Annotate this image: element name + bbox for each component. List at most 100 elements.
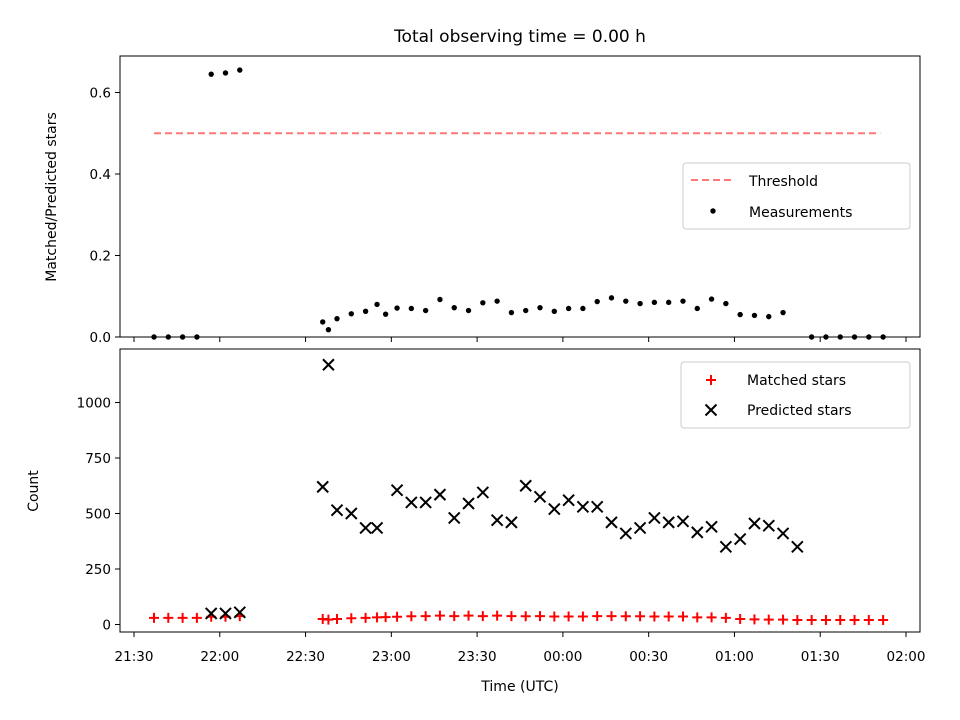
y-tick-label: 250 [85, 562, 111, 578]
x-tick-label: 23:30 [458, 649, 497, 665]
measurement-point [325, 326, 332, 333]
predicted-star-point [519, 479, 532, 492]
predicted-star-point [648, 511, 661, 525]
measurement-point [623, 298, 629, 304]
predicted-star-point [370, 521, 384, 535]
y-tick-label: 0.2 [90, 249, 111, 265]
measurement-point [208, 71, 214, 77]
matched-star-point [620, 611, 631, 622]
matched-star-point [835, 615, 846, 626]
matched-star-point [649, 611, 660, 622]
measurement-point [665, 299, 672, 306]
measurement-point [537, 304, 543, 311]
predicted-star-point [762, 519, 775, 532]
matched-star-point [177, 612, 188, 623]
matched-star-point [332, 613, 343, 624]
matched-star-point [372, 612, 383, 623]
y-tick-label: 0.0 [90, 330, 111, 346]
measurement-point [480, 300, 486, 306]
panel-1-frame [119, 55, 921, 338]
legend-box [680, 361, 911, 429]
predicted-star-point [359, 521, 372, 535]
matched-star-point [763, 614, 774, 625]
matched-star-point [792, 615, 803, 626]
matched-star-point [635, 611, 646, 622]
top-panel-y-axis-label: Matched/Predicted stars [44, 112, 60, 282]
measurement-point [580, 305, 586, 312]
measurement-point [680, 298, 686, 304]
matched-star-point [863, 615, 874, 626]
measurement-point [851, 334, 858, 340]
matched-star-point [663, 611, 674, 622]
top-panel-legend: Threshold Measurements [682, 162, 911, 230]
matched-star-point [163, 612, 174, 623]
x-tick-label: 01:00 [715, 649, 754, 665]
matched-star-point [778, 614, 789, 625]
measurement-point [394, 305, 400, 311]
legend-measurements-label: Measurements [749, 205, 852, 221]
matched-star-point [720, 612, 731, 623]
predicted-star-point [322, 358, 335, 371]
measurement-point [737, 311, 743, 318]
matched-star-point [420, 611, 431, 622]
legend-threshold-label: Threshold [748, 174, 818, 190]
predicted-star-point [448, 511, 461, 525]
legend-predicted-label: Predicted stars [747, 403, 852, 419]
predicted-star-point [462, 497, 475, 510]
matched-star-point [606, 611, 617, 622]
predicted-star-point [633, 521, 647, 535]
x-tick-label: 00:30 [629, 649, 668, 665]
measurement-point [780, 309, 786, 316]
measurement-point [362, 308, 369, 315]
chart-title: Total observing time = 0.00 h [393, 27, 646, 47]
matched-star-point [749, 614, 760, 625]
measurement-point [222, 70, 229, 76]
bottom-panel-legend: Matched stars Predicted stars [680, 361, 911, 429]
matched-star-point [520, 611, 531, 622]
predicted-star-point [676, 515, 690, 528]
legend-matched-label: Matched stars [747, 373, 846, 389]
predicted-star-point [691, 526, 704, 539]
predicted-star-point [330, 503, 344, 517]
matched-star-point [849, 615, 860, 626]
x-axis-label: Time (UTC) [480, 679, 558, 695]
measurement-point [823, 334, 829, 340]
matched-star-point [346, 613, 357, 624]
matched-star-point [706, 612, 717, 623]
measurement-point [651, 299, 658, 306]
predicted-star-point [619, 527, 633, 540]
predicted-star-point [705, 520, 718, 534]
predicted-star-point [548, 502, 561, 516]
predicted-star-point [433, 488, 447, 501]
predicted-star-point [590, 500, 604, 514]
measurement-point [151, 334, 157, 340]
predicted-star-point [562, 493, 575, 507]
legend-predicted-swatch [704, 403, 718, 417]
measurement-point [451, 304, 457, 311]
y-tick-label: 500 [85, 507, 111, 523]
measurement-point [565, 305, 572, 312]
panel-2-frame [119, 348, 921, 633]
y-tick-label: 1000 [77, 396, 111, 412]
measurement-point [508, 309, 515, 316]
matched-star-point [191, 612, 202, 623]
matched-star-point [820, 615, 831, 626]
measurement-point [751, 312, 758, 319]
matched-star-point [677, 611, 688, 622]
matched-star-point [577, 611, 588, 622]
x-tick-label: 22:00 [200, 649, 239, 665]
y-tick-label: 0.4 [90, 167, 111, 183]
x-tick-label: 01:30 [801, 649, 840, 665]
predicted-star-point [576, 500, 590, 514]
predicted-star-point [533, 490, 547, 504]
matched-star-point [360, 612, 371, 623]
matched-star-point [492, 610, 503, 621]
measurement-point [237, 67, 243, 73]
x-tick-label: 23:00 [372, 649, 411, 665]
x-tick-label: 00:00 [543, 649, 582, 665]
predicted-star-point [233, 606, 247, 619]
predicted-star-point [219, 607, 232, 620]
matched-star-point [406, 611, 417, 622]
measurement-point [808, 334, 815, 340]
